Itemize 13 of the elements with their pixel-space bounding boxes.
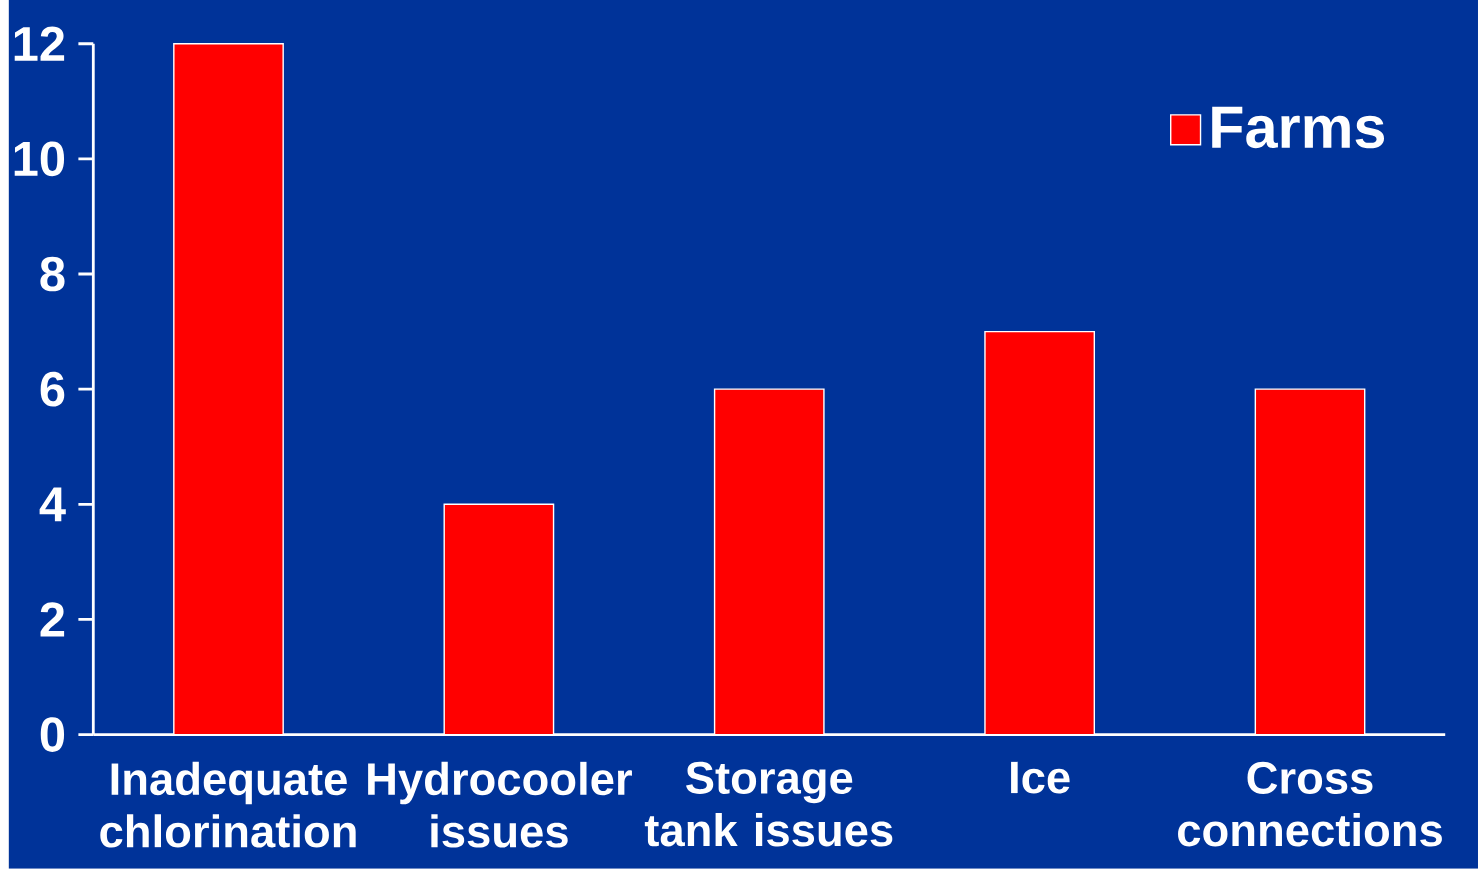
y-tick-label: 12 — [14, 26, 65, 61]
y-tick-label: 8 — [40, 256, 65, 292]
y-tick-label: 4 — [39, 487, 66, 522]
x-tick-label: Ice — [1011, 761, 1070, 794]
x-tick-label: Inadequate chlorination — [100, 761, 356, 848]
y-tick-label: 6 — [40, 371, 65, 407]
x-tick-label: Storage tank issues — [644, 761, 893, 847]
y-tick-label: 0 — [40, 717, 65, 753]
y-tick-label: 10 — [14, 141, 65, 177]
y-tick-label: 2 — [40, 602, 65, 637]
legend-label: Farms — [1212, 106, 1385, 149]
x-tick-label: Cross connections — [1178, 761, 1442, 847]
x-tick-label: Hydrocooler issues — [368, 761, 632, 848]
